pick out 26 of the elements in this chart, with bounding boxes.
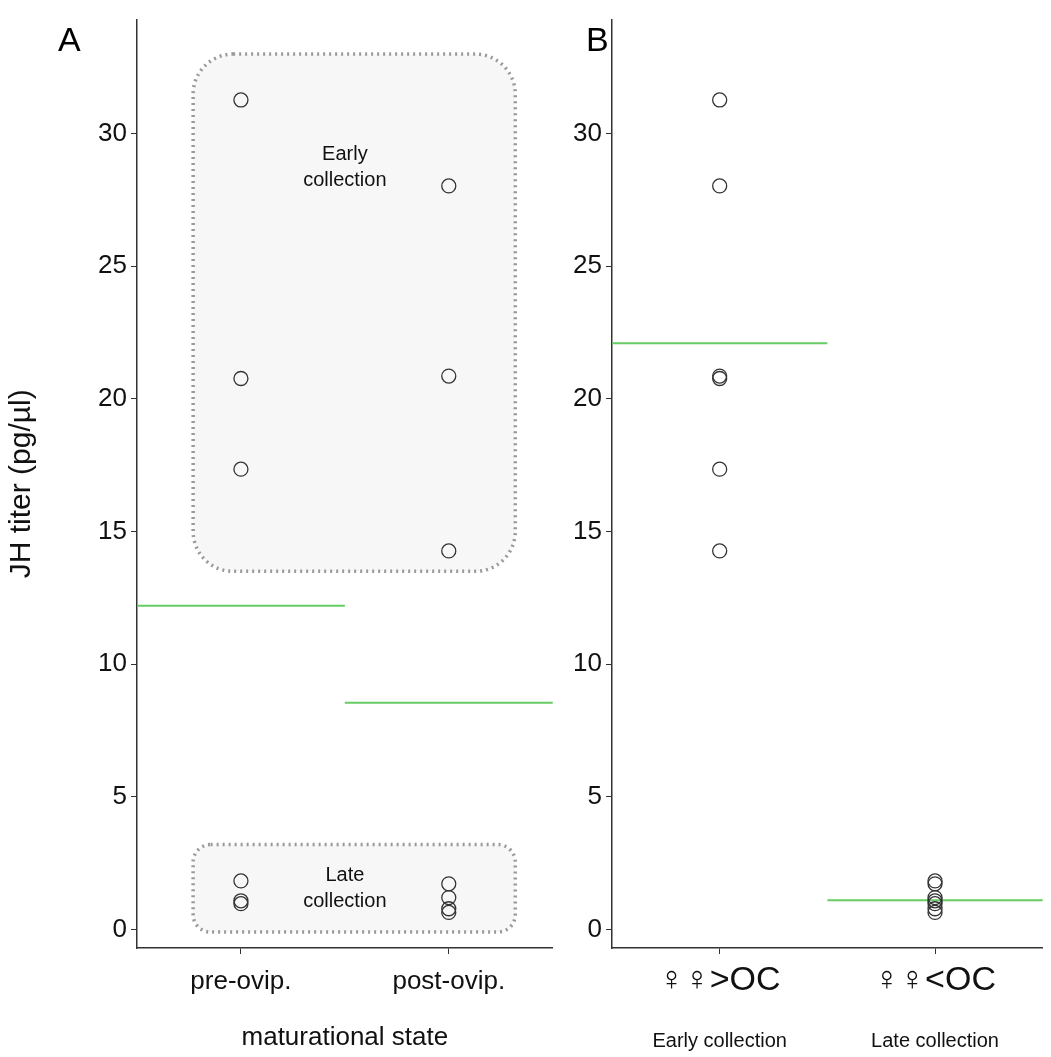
y-axis-title: JH titer (pg/µl) <box>3 389 37 579</box>
band-label: Late collection <box>303 862 387 911</box>
y-tick-label: 5 <box>112 779 127 810</box>
y-tick-label: 15 <box>98 514 127 545</box>
chart-title: A <box>58 20 81 59</box>
band-label: Early collection <box>303 142 387 191</box>
text: Late collection <box>871 1028 999 1051</box>
x-tick-label: ♀♀>OC <box>658 958 781 997</box>
chart-title: B <box>586 20 609 59</box>
y-tick-label: 25 <box>573 249 602 280</box>
y-tick-label: 0 <box>587 912 602 943</box>
x-tick-label: pre-ovip. <box>190 964 292 995</box>
y-tick-label: 30 <box>98 116 127 147</box>
y-tick-label: 5 <box>587 779 602 810</box>
text: Early collection <box>652 1028 787 1051</box>
y-tick-label: 25 <box>98 249 127 280</box>
y-tick-label: 30 <box>573 116 602 147</box>
y-tick-label: 20 <box>573 382 602 413</box>
x-tick-label: post-ovip. <box>392 964 506 995</box>
y-tick-label: 10 <box>98 647 127 678</box>
x-axis-title: maturational state <box>241 1020 449 1051</box>
y-tick-label: 0 <box>112 912 127 943</box>
y-tick-label: 10 <box>573 647 602 678</box>
y-tick-label: 20 <box>98 382 127 413</box>
y-tick-label: 15 <box>573 514 602 545</box>
x-tick-label: ♀♀<OC <box>874 958 996 997</box>
